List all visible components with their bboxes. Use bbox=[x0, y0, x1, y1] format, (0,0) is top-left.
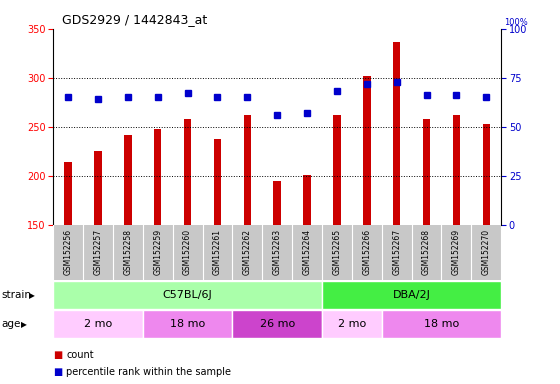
Bar bbox=[94, 151, 102, 225]
Text: ▶: ▶ bbox=[21, 319, 27, 329]
Bar bbox=[483, 124, 490, 225]
Text: ■: ■ bbox=[53, 367, 63, 377]
Bar bbox=[423, 119, 430, 225]
Text: GSM152266: GSM152266 bbox=[362, 229, 371, 275]
Text: 18 mo: 18 mo bbox=[170, 319, 205, 329]
Text: 100%: 100% bbox=[504, 18, 528, 27]
Text: 18 mo: 18 mo bbox=[424, 319, 459, 329]
Text: age: age bbox=[1, 319, 21, 329]
Text: GSM152262: GSM152262 bbox=[243, 229, 252, 275]
Text: GSM152264: GSM152264 bbox=[302, 229, 311, 275]
Bar bbox=[452, 115, 460, 225]
Text: GSM152268: GSM152268 bbox=[422, 229, 431, 275]
Text: 26 mo: 26 mo bbox=[260, 319, 295, 329]
Text: percentile rank within the sample: percentile rank within the sample bbox=[66, 367, 231, 377]
Text: DBA/2J: DBA/2J bbox=[393, 290, 431, 300]
Text: GSM152269: GSM152269 bbox=[452, 229, 461, 275]
Bar bbox=[232, 310, 322, 338]
Bar bbox=[124, 134, 132, 225]
Bar bbox=[393, 41, 400, 225]
Bar bbox=[143, 310, 232, 338]
Bar bbox=[53, 310, 143, 338]
Bar bbox=[184, 119, 192, 225]
Bar bbox=[363, 76, 371, 225]
Text: GSM152260: GSM152260 bbox=[183, 229, 192, 275]
Text: ■: ■ bbox=[53, 350, 63, 360]
Text: GSM152263: GSM152263 bbox=[273, 229, 282, 275]
Text: GSM152259: GSM152259 bbox=[153, 229, 162, 275]
Text: GSM152261: GSM152261 bbox=[213, 229, 222, 275]
Bar bbox=[333, 115, 340, 225]
Text: count: count bbox=[66, 350, 94, 360]
Bar bbox=[53, 281, 322, 309]
Bar bbox=[64, 162, 72, 225]
Text: 2 mo: 2 mo bbox=[84, 319, 112, 329]
Bar bbox=[322, 281, 501, 309]
Text: GSM152270: GSM152270 bbox=[482, 229, 491, 275]
Text: GSM152258: GSM152258 bbox=[123, 229, 132, 275]
Text: GSM152265: GSM152265 bbox=[333, 229, 342, 275]
Bar bbox=[304, 175, 311, 225]
Bar bbox=[244, 115, 251, 225]
Text: C57BL/6J: C57BL/6J bbox=[163, 290, 212, 300]
Text: 2 mo: 2 mo bbox=[338, 319, 366, 329]
Bar bbox=[214, 139, 221, 225]
Text: GSM152257: GSM152257 bbox=[94, 229, 102, 275]
Text: ▶: ▶ bbox=[29, 291, 35, 300]
Bar bbox=[382, 310, 501, 338]
Text: strain: strain bbox=[1, 290, 31, 300]
Text: GSM152256: GSM152256 bbox=[64, 229, 73, 275]
Bar bbox=[322, 310, 382, 338]
Bar bbox=[273, 180, 281, 225]
Bar bbox=[154, 129, 161, 225]
Text: GSM152267: GSM152267 bbox=[392, 229, 401, 275]
Text: GDS2929 / 1442843_at: GDS2929 / 1442843_at bbox=[62, 13, 207, 26]
